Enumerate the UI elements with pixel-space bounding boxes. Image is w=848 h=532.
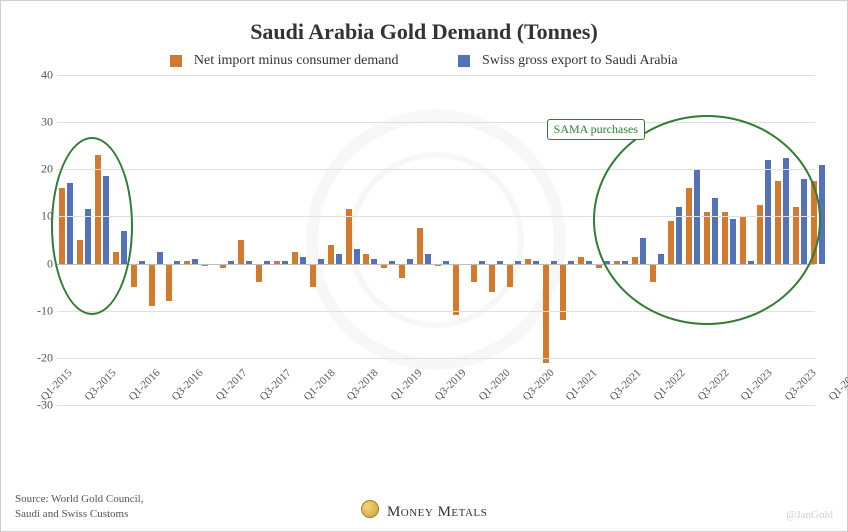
y-tick-label: 0 <box>47 256 53 271</box>
bar <box>650 264 656 283</box>
bar <box>722 212 728 264</box>
handle: @JanGold <box>786 509 833 521</box>
x-tick-label: Q1-2020 <box>476 367 512 403</box>
x-tick-label: Q1-2018 <box>301 367 337 403</box>
x-tick-label: Q1-2023 <box>739 367 775 403</box>
x-tick-label: Q1-2015 <box>38 367 74 403</box>
plot-area: -30-20-10010203040 SAMA purchases <box>57 75 815 405</box>
bar <box>336 254 342 263</box>
y-tick-label: 20 <box>41 162 53 177</box>
bar <box>363 254 369 263</box>
bar <box>85 209 91 263</box>
gridline <box>57 358 815 359</box>
bar <box>59 188 65 263</box>
bar <box>757 205 763 264</box>
bar <box>668 221 674 263</box>
bar <box>95 155 101 263</box>
bars-layer <box>57 75 815 405</box>
gridline <box>57 311 815 312</box>
bar <box>346 209 352 263</box>
legend: Net import minus consumer demand Swiss g… <box>29 53 819 69</box>
gridline <box>57 122 815 123</box>
brand-coin-icon <box>361 500 379 518</box>
x-tick-label: Q3-2022 <box>695 367 731 403</box>
plot <box>57 75 815 405</box>
x-tick-label: Q1-2016 <box>126 367 162 403</box>
y-tick-label: -10 <box>37 303 53 318</box>
y-tick-label: 30 <box>41 115 53 130</box>
gridline <box>57 216 815 217</box>
bar <box>300 257 306 264</box>
bar <box>765 160 771 264</box>
bar <box>775 181 781 264</box>
x-tick-label: Q3-2015 <box>82 367 118 403</box>
legend-swatch-1 <box>170 55 182 67</box>
bar <box>113 252 119 264</box>
sama-annotation: SAMA purchases <box>547 119 645 140</box>
bar <box>425 254 431 263</box>
bar <box>399 264 405 278</box>
legend-item-1: Net import minus consumer demand <box>170 53 398 69</box>
bar <box>157 252 163 264</box>
chart-title: Saudi Arabia Gold Demand (Tonnes) <box>29 19 819 45</box>
x-tick-label: Q1-2017 <box>214 367 250 403</box>
bar <box>489 264 495 292</box>
bar <box>740 216 746 263</box>
bar <box>543 264 549 363</box>
x-tick-label: Q3-2017 <box>257 367 293 403</box>
bar <box>704 212 710 264</box>
bar <box>67 183 73 263</box>
brand-text: Money Metals <box>387 504 487 520</box>
legend-swatch-2 <box>458 55 470 67</box>
gridline <box>57 169 815 170</box>
bar <box>578 257 584 264</box>
bar <box>658 254 664 263</box>
bar <box>149 264 155 306</box>
y-tick-label: 40 <box>41 68 53 83</box>
legend-item-2: Swiss gross export to Saudi Arabia <box>458 53 677 69</box>
bar <box>417 228 423 263</box>
bar <box>354 249 360 263</box>
bar <box>632 257 638 264</box>
bar <box>77 240 83 264</box>
x-tick-label: Q1-2021 <box>564 367 600 403</box>
bar <box>640 238 646 264</box>
x-tick-label: Q3-2020 <box>520 367 556 403</box>
x-tick-label: Q3-2016 <box>170 367 206 403</box>
bar <box>453 264 459 316</box>
bar <box>819 165 825 264</box>
bar <box>801 179 807 264</box>
bar <box>103 176 109 263</box>
bar <box>256 264 262 283</box>
legend-label-1: Net import minus consumer demand <box>194 53 399 68</box>
bar <box>811 181 817 264</box>
bar <box>328 245 334 264</box>
bar <box>686 188 692 263</box>
bar <box>238 240 244 264</box>
gridline <box>57 75 815 76</box>
bar <box>507 264 513 288</box>
x-tick-label: Q3-2023 <box>783 367 819 403</box>
x-tick-label: Q1-2024 <box>826 367 848 403</box>
y-axis: -30-20-10010203040 <box>29 75 57 405</box>
brand: Money Metals <box>1 500 847 521</box>
y-tick-label: 10 <box>41 209 53 224</box>
bar <box>292 252 298 264</box>
x-tick-label: Q3-2021 <box>608 367 644 403</box>
gridline <box>57 264 815 265</box>
bar <box>121 231 127 264</box>
x-axis: Q1-2015Q3-2015Q1-2016Q3-2016Q1-2017Q3-20… <box>29 363 843 433</box>
bar <box>166 264 172 302</box>
bar <box>712 198 718 264</box>
x-tick-label: Q3-2019 <box>432 367 468 403</box>
bar <box>310 264 316 288</box>
x-tick-label: Q1-2022 <box>651 367 687 403</box>
bar <box>783 158 789 264</box>
bar <box>131 264 137 288</box>
legend-label-2: Swiss gross export to Saudi Arabia <box>482 53 678 68</box>
bar <box>730 219 736 264</box>
x-tick-label: Q3-2018 <box>345 367 381 403</box>
x-tick-label: Q1-2019 <box>389 367 425 403</box>
bar <box>471 264 477 283</box>
